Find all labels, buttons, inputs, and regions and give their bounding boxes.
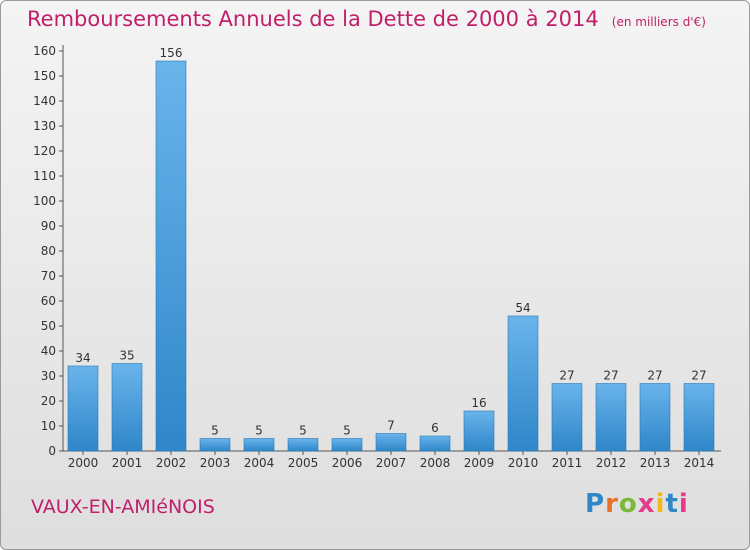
y-tick-label: 80 (41, 244, 56, 258)
bar (287, 438, 319, 452)
bar (111, 363, 143, 452)
x-tick-label: 2001 (112, 456, 143, 470)
logo-letter: i (655, 489, 666, 519)
y-tick-label: 50 (41, 319, 56, 333)
x-tick-label: 2008 (420, 456, 451, 470)
chart-title: Remboursements Annuels de la Dette de 20… (27, 7, 599, 31)
bar (67, 365, 99, 452)
bar-value-label: 27 (559, 369, 574, 383)
bar (419, 435, 451, 452)
chart-title-row: Remboursements Annuels de la Dette de 20… (27, 7, 706, 31)
bar-value-label: 5 (343, 424, 351, 438)
y-tick-label: 0 (48, 444, 56, 458)
bar (155, 60, 187, 452)
x-tick-label: 2004 (244, 456, 275, 470)
bar-value-label: 27 (647, 369, 662, 383)
x-tick-label: 2006 (332, 456, 363, 470)
y-tick-label: 120 (33, 144, 56, 158)
bar-value-label: 35 (119, 349, 134, 363)
x-tick-label: 2014 (684, 456, 715, 470)
bar-value-label: 27 (603, 369, 618, 383)
logo-letter: o (618, 489, 638, 519)
x-tick-label: 2007 (376, 456, 407, 470)
bar (683, 383, 715, 452)
bar (375, 433, 407, 452)
bar (199, 438, 231, 452)
x-tick-label: 2009 (464, 456, 495, 470)
y-tick-label: 70 (41, 269, 56, 283)
bar (551, 383, 583, 452)
x-tick-label: 2000 (68, 456, 99, 470)
bar-value-label: 54 (515, 301, 530, 315)
bar-value-label: 7 (387, 419, 395, 433)
x-tick-label: 2012 (596, 456, 627, 470)
x-tick-label: 2005 (288, 456, 319, 470)
y-tick-label: 30 (41, 369, 56, 383)
bar-value-label: 5 (299, 424, 307, 438)
bar (507, 315, 539, 452)
x-tick-label: 2011 (552, 456, 583, 470)
proxiti-logo: Proxiti (585, 489, 689, 519)
bar-value-label: 27 (691, 369, 706, 383)
y-tick-label: 60 (41, 294, 56, 308)
bar-value-label: 6 (431, 421, 439, 435)
y-tick-label: 90 (41, 219, 56, 233)
logo-letter: P (585, 489, 606, 519)
logo-letter: r (605, 489, 619, 519)
y-tick-label: 150 (33, 69, 56, 83)
bar-value-label: 156 (160, 46, 183, 60)
logo-letter: x (637, 489, 656, 519)
y-tick-label: 40 (41, 344, 56, 358)
y-tick-label: 20 (41, 394, 56, 408)
logo-letter: i (678, 489, 689, 519)
bar-value-label: 5 (211, 424, 219, 438)
commune-name: VAUX-EN-AMIéNOIS (31, 496, 215, 518)
x-tick-label: 2010 (508, 456, 539, 470)
bar-value-label: 34 (75, 351, 90, 365)
x-tick-label: 2002 (156, 456, 187, 470)
bar-value-label: 16 (471, 396, 486, 410)
x-tick-label: 2003 (200, 456, 231, 470)
y-tick-label: 110 (33, 169, 56, 183)
chart-unit: (en milliers d'€) (611, 15, 706, 29)
bar (595, 383, 627, 452)
y-tick-label: 140 (33, 94, 56, 108)
x-tick-label: 2013 (640, 456, 671, 470)
bar (331, 438, 363, 452)
logo-letter: t (665, 489, 679, 519)
bar (463, 410, 495, 452)
y-tick-label: 130 (33, 119, 56, 133)
y-tick-label: 10 (41, 419, 56, 433)
bar-value-label: 5 (255, 424, 263, 438)
y-tick-label: 160 (33, 44, 56, 58)
bar (639, 383, 671, 452)
bar (243, 438, 275, 452)
y-tick-label: 100 (33, 194, 56, 208)
